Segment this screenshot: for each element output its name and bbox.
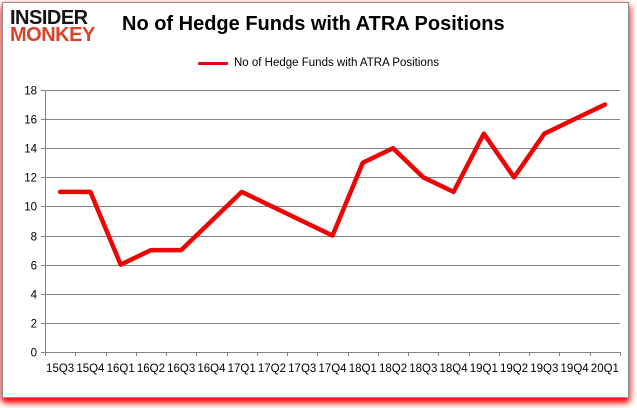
x-tick-label: 18Q4 [439,363,468,375]
x-tick-label: 17Q3 [288,363,316,375]
x-tick-label: 17Q1 [228,363,256,375]
y-tick-label: 0 [31,348,37,360]
x-tick-label: 16Q3 [167,363,195,375]
x-tick-label: 15Q3 [46,363,74,375]
legend-label: No of Hedge Funds with ATRA Positions [234,57,439,69]
x-tick-label: 17Q4 [318,363,347,375]
y-tick-label: 10 [24,202,37,214]
y-tick-label: 4 [31,290,38,302]
x-tick-label: 18Q1 [349,363,377,375]
legend-line-marker-icon [198,61,228,65]
y-tick-label: 2 [31,319,37,331]
x-tick-label: 19Q3 [530,363,558,375]
y-tick-label: 16 [24,115,37,127]
y-tick-label: 8 [31,232,37,244]
chart-legend: No of Hedge Funds with ATRA Positions [0,57,637,69]
x-tick-label: 19Q1 [470,363,498,375]
chart-card [2,2,629,398]
x-tick-label: 16Q2 [137,363,165,375]
x-tick-label: 20Q1 [591,363,619,375]
x-tick-label: 16Q1 [107,363,135,375]
x-tick-label: 18Q3 [409,363,437,375]
y-tick-label: 18 [24,86,37,98]
logo-line-insider: INSIDER [10,7,88,29]
y-tick-label: 14 [24,144,37,156]
insider-monkey-logo: INSIDER MONKEY [10,7,95,46]
x-tick-label: 15Q4 [76,363,105,375]
x-tick-label: 16Q4 [197,363,226,375]
x-tick-label: 17Q2 [258,363,286,375]
series-line [57,102,608,267]
chart-title: No of Hedge Funds with ATRA Positions [122,13,505,35]
x-tick-label: 18Q2 [379,363,407,375]
y-tick-label: 6 [31,261,37,273]
x-tick-label: 19Q4 [561,363,590,375]
logo-line-monkey: MONKEY [10,24,95,46]
y-tick-label: 12 [24,173,37,185]
x-tick-label: 19Q2 [500,363,528,375]
